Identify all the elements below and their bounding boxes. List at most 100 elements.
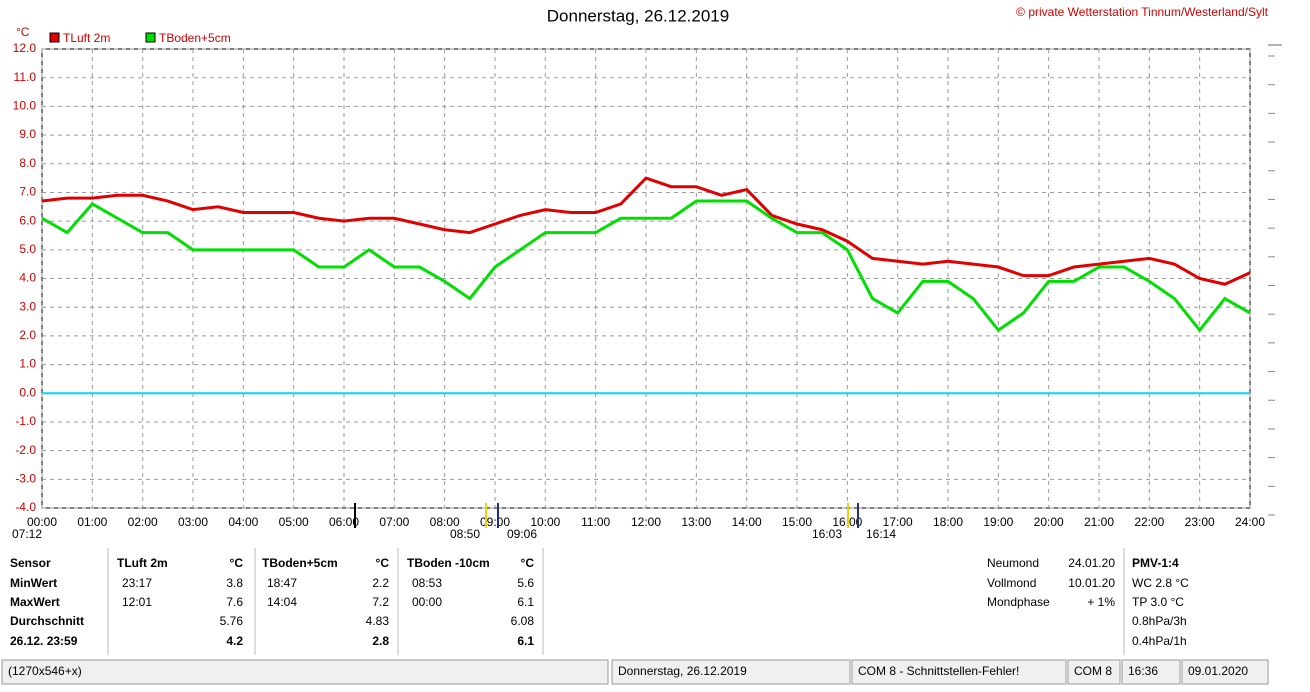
x-tick-label: 02:00	[128, 515, 158, 529]
moon-label: Neumond	[987, 556, 1039, 570]
y-tick-label: 6.0	[19, 213, 36, 227]
x-tick-label: 08:00	[430, 515, 460, 529]
table-cell: 3.8	[226, 576, 243, 590]
x-tick-label: 01:00	[77, 515, 107, 529]
y-unit: °C	[16, 25, 30, 39]
y-tick-label: 10.0	[13, 99, 37, 113]
legend-label: TBoden+5cm	[159, 31, 231, 45]
table-cell: 23:17	[122, 576, 152, 590]
table-cell: 4.2	[226, 634, 243, 648]
x-tick-label: 19:00	[983, 515, 1013, 529]
status-cell	[1181, 659, 1269, 685]
y-tick-label: -3.0	[15, 471, 36, 485]
x-tick-label: 22:00	[1134, 515, 1164, 529]
event-label: 08:50	[450, 527, 480, 541]
y-tick-label: 7.0	[19, 185, 36, 199]
y-tick-label: 9.0	[19, 127, 36, 141]
x-tick-label: 23:00	[1185, 515, 1215, 529]
series-line	[41, 176, 1251, 286]
y-tick-label: -1.0	[15, 414, 36, 428]
x-tick-label: 13:00	[681, 515, 711, 529]
chart-title: Donnerstag, 26.12.2019	[547, 6, 729, 25]
y-tick-label: -4.0	[15, 500, 36, 514]
moon-label: Mondphase	[987, 595, 1050, 609]
y-tick-label: 5.0	[19, 242, 36, 256]
table-cell: 7.6	[226, 595, 243, 609]
status-text: COM 8	[1074, 664, 1112, 678]
table-cell: 12:01	[122, 595, 152, 609]
x-tick-label: 18:00	[933, 515, 963, 529]
table-cell: MaxWert	[10, 595, 60, 609]
x-tick-label: 10:00	[530, 515, 560, 529]
pmv-line: 0.4hPa/1h	[1132, 634, 1187, 648]
x-tick-label: 21:00	[1084, 515, 1114, 529]
x-tick-label: 15:00	[782, 515, 812, 529]
table-cell: TLuft 2m	[117, 556, 168, 570]
y-tick-label: 3.0	[19, 299, 36, 313]
x-tick-label: 07:00	[379, 515, 409, 529]
table-cell: Durchschnitt	[10, 614, 84, 628]
x-tick-label: 09:00	[480, 515, 510, 529]
x-tick-label: 11:00	[581, 515, 610, 529]
legend-swatch	[145, 32, 156, 43]
table-cell: 2.2	[372, 576, 389, 590]
moon-value: 10.01.20	[1068, 576, 1115, 590]
moon-value: + 1%	[1087, 595, 1115, 609]
y-tick-label: 11.0	[14, 70, 37, 84]
x-tick-label: 14:00	[732, 515, 762, 529]
series-line	[41, 199, 1251, 333]
y-tick-label: 8.0	[19, 156, 36, 170]
pmv-line: 0.8hPa/3h	[1132, 614, 1187, 628]
table-cell: 7.2	[372, 595, 389, 609]
table-cell: 2.8	[372, 634, 389, 648]
status-text: Donnerstag, 26.12.2019	[618, 664, 747, 678]
status-text: (1270x546+x)	[8, 664, 82, 678]
status-text: 09.01.2020	[1188, 664, 1248, 678]
moon-value: 24.01.20	[1068, 556, 1115, 570]
event-label: 07:12	[12, 527, 42, 541]
pmv-line: WC 2.8 °C	[1132, 576, 1189, 590]
table-cell: TBoden+5cm	[262, 556, 338, 570]
table-cell: 5.6	[517, 576, 534, 590]
x-tick-label: 05:00	[279, 515, 309, 529]
status-cell	[611, 659, 851, 685]
pmv-line: PMV-1:4	[1132, 556, 1179, 570]
table-cell: 08:53	[412, 576, 442, 590]
status-cell	[1121, 659, 1181, 685]
y-tick-label: 4.0	[19, 271, 36, 285]
table-cell: TBoden -10cm	[407, 556, 490, 570]
x-tick-label: 04:00	[228, 515, 258, 529]
event-label: 16:03	[812, 527, 842, 541]
x-tick-label: 12:00	[631, 515, 661, 529]
x-tick-label: 24:00	[1235, 515, 1265, 529]
y-tick-label: -2.0	[15, 443, 36, 457]
status-cell	[851, 659, 1067, 685]
x-tick-label: 03:00	[178, 515, 208, 529]
status-cell	[1, 659, 609, 685]
table-cell: 14:04	[267, 595, 297, 609]
table-cell: 6.1	[517, 634, 534, 648]
table-cell: °C	[376, 556, 390, 570]
event-label: 16:14	[866, 527, 896, 541]
x-tick-label: 00:00	[27, 515, 57, 529]
table-cell: 4.83	[366, 614, 390, 628]
legend-label: TLuft 2m	[63, 31, 110, 45]
legend-swatch	[49, 32, 60, 43]
status-cell	[1067, 659, 1121, 685]
event-label: 09:06	[507, 527, 537, 541]
x-tick-label: 17:00	[883, 515, 913, 529]
y-tick-label: 2.0	[19, 328, 36, 342]
table-cell: 6.08	[511, 614, 535, 628]
x-tick-label: 20:00	[1034, 515, 1064, 529]
table-separators	[107, 548, 1125, 655]
table-cell: °C	[521, 556, 535, 570]
moon-label: Vollmond	[987, 576, 1036, 590]
table-cell: 18:47	[267, 576, 297, 590]
table-cell: 26.12. 23:59	[10, 634, 78, 648]
pmv-line: TP 3.0 °C	[1132, 595, 1184, 609]
y-tick-label: 1.0	[19, 357, 36, 371]
table-cell: Sensor	[10, 556, 51, 570]
status-text: COM 8 - Schnittstellen-Fehler!	[858, 664, 1019, 678]
